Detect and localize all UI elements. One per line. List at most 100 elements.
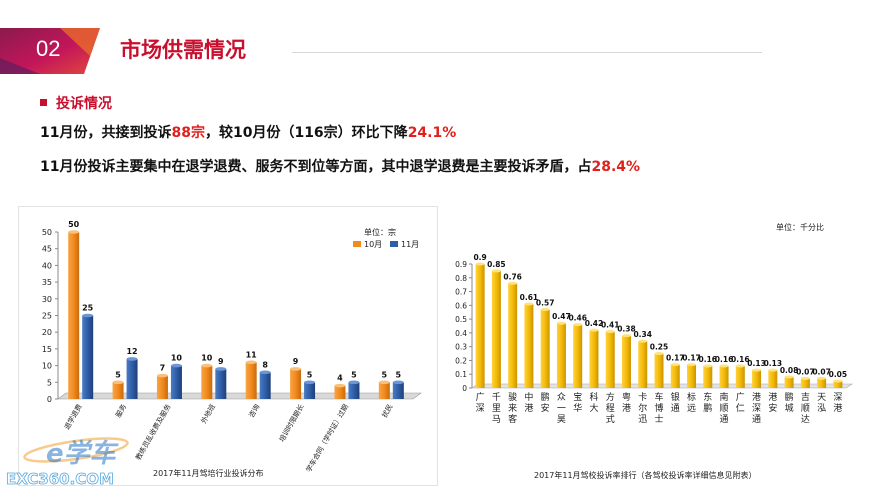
chart2-unit-label: 单位：千分比 — [776, 222, 824, 232]
watermark-site-text: EXC360.COM — [6, 470, 114, 488]
chart2-bar-cap — [817, 376, 827, 380]
chart2-category-label: 方程式 — [606, 391, 615, 425]
chart2-data-label: 0.25 — [650, 343, 669, 352]
chart2-bar-cap — [491, 269, 501, 273]
chart2-category-label: 宝华 — [573, 391, 582, 414]
chart2-y-tick-label: 0.2 — [455, 356, 467, 365]
chart2-bar-cap — [719, 364, 729, 368]
chart1-bar-nov — [126, 358, 138, 399]
chart1-bar-cap — [201, 363, 213, 368]
chart1-y-tick-label: 5 — [47, 378, 52, 387]
chart2-bar-cap — [768, 368, 778, 372]
chart2-y-tick-label: 0 — [462, 384, 467, 393]
chart1-floor — [57, 392, 422, 400]
title-divider — [292, 52, 762, 53]
chart1-data-label: 12 — [126, 347, 137, 356]
chart1-bar-oct — [245, 362, 257, 399]
chart1-data-label: 10 — [171, 354, 183, 363]
chart2-category-label: 标远 — [687, 391, 696, 414]
chart2-category-label: 广深 — [476, 391, 485, 414]
chart2-bar — [735, 365, 745, 388]
chart1-legend: 10月 11月 — [353, 240, 419, 249]
chart1-bar-oct — [334, 385, 346, 399]
chart1-data-label: 9 — [218, 357, 224, 366]
chart1-bar-nov — [304, 382, 316, 399]
chart2-bar-cap — [703, 364, 713, 368]
section-badge-shape — [0, 28, 100, 74]
chart2-bar-cap — [670, 363, 680, 367]
chart2-data-label: 0.41 — [601, 321, 620, 330]
chart1-bar-cap — [126, 357, 138, 361]
chart2-category-label: 深港 — [833, 392, 842, 414]
chart2-bar — [508, 283, 518, 388]
chart1-bar-cap — [156, 373, 168, 378]
chart2-bar — [768, 370, 778, 388]
chart1-y-tick-label: 20 — [42, 328, 52, 337]
chart2-category-label: 南顺通 — [720, 391, 729, 425]
chart2-bar — [605, 331, 615, 388]
chart2-data-label: 0.9 — [473, 253, 486, 262]
chart2-y-tick-label: 0.7 — [455, 288, 467, 297]
chart1-data-label: 5 — [382, 370, 388, 379]
chart2-bar-cap — [784, 375, 794, 379]
chart2-bar — [670, 364, 680, 388]
chart1-bar-nov — [259, 372, 271, 399]
chart2-data-label: 0.61 — [520, 293, 539, 302]
chart1-title: 2017年11月驾培行业投诉分布 — [153, 468, 264, 478]
chart2-bar — [817, 378, 827, 388]
chart2-bar-cap — [605, 330, 615, 334]
chart1-bar-nov — [348, 382, 360, 399]
chart1-bar-oct — [290, 368, 302, 399]
chart2-bar-cap — [508, 281, 518, 285]
chart1-bar-cap — [348, 380, 360, 385]
chart2-data-label: 0.07 — [812, 367, 831, 376]
summary-line-1: 11月份，共接到投诉88宗，较10月份（116宗）环比下降24.1% — [40, 122, 456, 142]
chart2-bar-cap — [735, 364, 745, 368]
chart2-category-label: 科大 — [589, 391, 598, 414]
chart1-bar-cap — [112, 380, 124, 385]
line2-percent: 28.4% — [591, 159, 641, 175]
legend-swatch-oct — [353, 241, 361, 247]
chart2-bar — [687, 364, 697, 388]
chart2-category-label: 千里马 — [492, 392, 501, 425]
chart1-bar-cap — [304, 380, 316, 385]
chart2-bar-cap — [752, 368, 762, 372]
chart2-category-label: 鹏安 — [541, 391, 550, 414]
chart2-data-label: 0.17 — [682, 354, 701, 363]
chart2-title: 2017年11月驾校投诉率排行（各驾校投诉率详细信息见附表） — [534, 470, 757, 480]
chart2-data-label: 0.07 — [796, 367, 815, 376]
chart2-bar — [800, 378, 810, 388]
chart2-y-tick-label: 0.4 — [455, 329, 467, 338]
chart2-bar-cap — [540, 307, 550, 311]
legend-label-oct: 10月 — [364, 240, 382, 249]
chart2-category-label: 中港 — [524, 391, 533, 414]
chart1-bar-cap — [392, 380, 404, 385]
chart2-data-label: 0.42 — [585, 319, 604, 328]
chart1-bar-cap — [259, 370, 271, 375]
legend-label-nov: 11月 — [401, 240, 419, 249]
chart1-bar-cap — [378, 380, 390, 385]
chart2-bar — [540, 309, 550, 388]
chart2-bar — [654, 353, 664, 388]
chart2-bar — [703, 365, 713, 388]
chart1-data-label: 8 — [262, 360, 268, 369]
legend-swatch-nov — [390, 241, 398, 247]
chart1-bar-cap — [170, 363, 182, 368]
chart2-bar — [524, 303, 534, 388]
chart2-bar-cap — [475, 262, 485, 266]
chart2-bar-cap — [524, 302, 534, 306]
watermark-logo-text: e学车 — [46, 439, 120, 469]
chart1-bar-nov — [392, 382, 404, 399]
chart2-data-label: 0.16 — [715, 355, 734, 364]
chart2-bar — [719, 365, 729, 388]
summary-subhead: 投诉情况 — [56, 96, 112, 112]
chart1-bar-oct — [201, 365, 213, 399]
chart1-bar-cap — [245, 360, 257, 365]
chart2-category-label: 鹏城 — [785, 391, 794, 414]
chart2-category-label: 车博士 — [654, 391, 663, 425]
chart2-y-tick-label: 0.1 — [455, 370, 467, 379]
chart2-data-label: 0.08 — [780, 366, 799, 375]
chart2-category-label: 众一昊 — [557, 392, 566, 425]
exc360-watermark-logo: e学车 EXC360.COM — [6, 437, 129, 488]
chart1-data-label: 5 — [115, 370, 121, 379]
